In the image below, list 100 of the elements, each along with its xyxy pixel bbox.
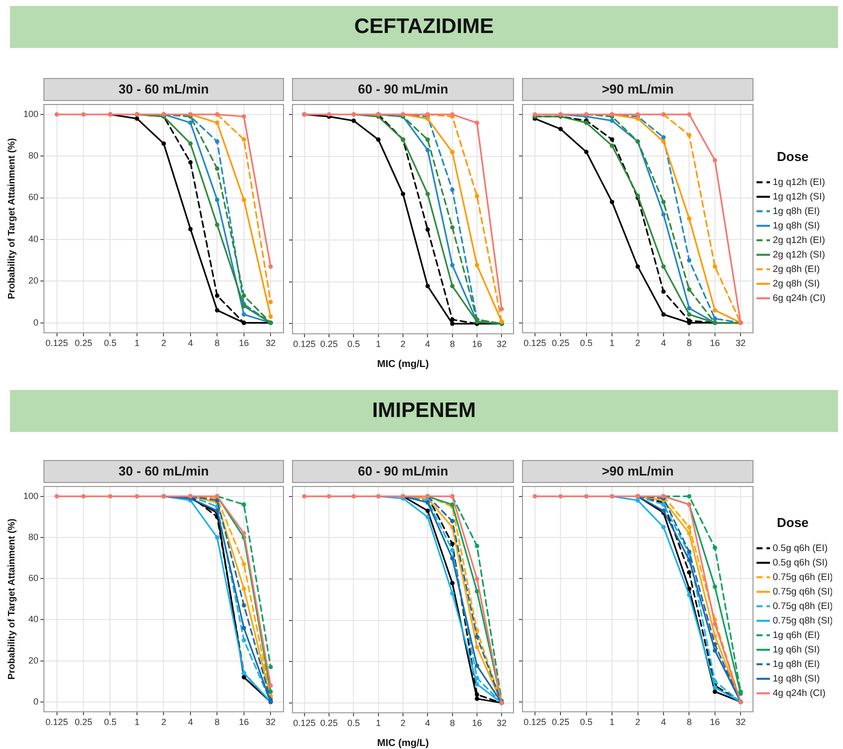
- legend-title: Dose: [776, 515, 809, 530]
- chart-title: 60 - 90 mL/min: [358, 464, 448, 479]
- text: IMIPENEM: [10, 390, 838, 432]
- chart-title: 30 - 60 mL/min: [118, 82, 209, 97]
- x-tick-label: 4: [660, 338, 666, 348]
- x-tick-label: 0.5: [580, 338, 593, 348]
- legend-label: 1g q8h (EI): [772, 206, 820, 217]
- chart-title: 60 - 90 mL/min: [358, 82, 448, 97]
- legend-label: 1g q6h (SI): [772, 644, 820, 656]
- x-tick-label: 1: [134, 338, 140, 348]
- legend-label: 2g q8h (SI): [772, 278, 820, 290]
- x-tick-label: 0.125: [293, 339, 316, 350]
- legend-label: 6g q24h (CI): [772, 292, 826, 304]
- y-tick-label: 100: [23, 490, 38, 501]
- legend-label: 0.75g q6h (SI): [772, 586, 833, 598]
- x-tick-label: 0.5: [104, 717, 117, 728]
- x-tick-label: 1: [610, 338, 615, 348]
- x-tick-label: 16: [710, 717, 720, 728]
- legend-label: 0.75g q8h (SI): [772, 615, 833, 626]
- x-tick-label: 0.125: [524, 717, 546, 728]
- x-tick-label: 8: [686, 717, 692, 728]
- x-tick-label: 8: [214, 338, 220, 348]
- x-tick-label: 32: [496, 718, 507, 728]
- x-tick-label: 16: [710, 338, 720, 348]
- x-tick-label: 2: [635, 338, 640, 348]
- chart-title: >90 mL/min: [602, 82, 674, 97]
- legend-label: 1g q8h (EI): [772, 658, 820, 670]
- y-tick-label: 80: [28, 150, 38, 161]
- legend-label: 1g q6h (EI): [772, 630, 820, 641]
- y-tick-label: 100: [23, 108, 38, 119]
- x-tick-label: 0.5: [580, 717, 593, 728]
- legend-label: 1g q8h (SI): [772, 220, 820, 232]
- x-tick-label: 32: [736, 717, 746, 728]
- x-tick-label: 32: [266, 717, 276, 728]
- x-tick-label: 16: [238, 717, 249, 728]
- x-tick-label: 16: [472, 718, 482, 728]
- x-tick-label: 8: [214, 717, 220, 728]
- x-tick-label: 8: [450, 718, 455, 728]
- legend-label: 1g q12h (SI): [772, 191, 826, 202]
- legend-label: 2g q12h (SI): [772, 249, 826, 260]
- x-tick-label: 8: [450, 339, 455, 350]
- legend-label: 2g q12h (EI): [772, 234, 826, 246]
- x-tick-label: 0.25: [74, 717, 92, 728]
- x-tick-label: 4: [188, 717, 193, 728]
- y-axis-title: Probability of Target Attainment (%): [6, 518, 18, 680]
- legend-label: 1g q8h (SI): [772, 673, 820, 684]
- y-axis-title: Probability of Target Attainment (%): [6, 138, 18, 300]
- legend-label: 0.5g q6h (SI): [772, 557, 828, 568]
- x-tick-label: 0.125: [46, 338, 68, 348]
- x-tick-label: 0.25: [320, 339, 338, 350]
- x-tick-label: 2: [400, 339, 406, 350]
- x-tick-label: 8: [686, 338, 692, 348]
- x-axis-title: MIC (mg/L): [377, 358, 429, 370]
- x-tick-label: 2: [161, 717, 166, 728]
- x-tick-label: 2: [635, 717, 640, 728]
- x-tick-label: 16: [238, 338, 249, 348]
- x-tick-label: 0.125: [46, 717, 68, 728]
- legend-label: 1g q12h (EI): [772, 176, 826, 188]
- x-tick-label: 16: [472, 339, 482, 350]
- x-tick-label: 0.25: [74, 338, 92, 348]
- x-tick-label: 32: [496, 339, 507, 350]
- y-tick-label: 0: [33, 696, 38, 706]
- y-tick-label: 20: [28, 655, 38, 666]
- x-tick-label: 1: [134, 717, 140, 728]
- x-tick-label: 32: [736, 338, 746, 348]
- legend-label: 0.5g q6h (EI): [772, 542, 828, 554]
- x-tick-label: 0.25: [552, 338, 570, 348]
- x-tick-label: 0.125: [524, 338, 546, 348]
- legend-label: 0.75g q6h (EI): [772, 572, 833, 583]
- y-tick-label: 60: [28, 573, 38, 584]
- y-tick-label: 40: [28, 614, 38, 624]
- x-tick-label: 1: [610, 717, 615, 728]
- y-tick-label: 20: [28, 276, 38, 286]
- x-tick-label: 1: [376, 339, 381, 350]
- x-tick-label: 4: [425, 339, 430, 350]
- x-tick-label: 0.25: [552, 717, 570, 728]
- x-tick-label: 0.125: [293, 718, 316, 728]
- legend-title: Dose: [776, 149, 809, 164]
- legend-label: 0.75g q8h (EI): [772, 600, 833, 612]
- x-tick-label: 0.5: [104, 338, 117, 348]
- x-tick-label: 0.25: [320, 718, 338, 728]
- text: CEFTAZIDIME: [10, 6, 838, 48]
- x-tick-label: 0.5: [347, 718, 360, 728]
- x-tick-label: 2: [161, 338, 166, 348]
- y-tick-label: 60: [28, 192, 38, 202]
- chart-title: >90 mL/min: [602, 464, 674, 479]
- x-tick-label: 4: [425, 718, 430, 728]
- legend-label: 2g q8h (EI): [772, 264, 820, 275]
- legend-label: 4g q24h (CI): [772, 688, 826, 699]
- x-tick-label: 4: [188, 338, 193, 348]
- x-tick-label: 0.5: [347, 339, 360, 350]
- chart-title: 30 - 60 mL/min: [118, 464, 209, 479]
- y-tick-label: 0: [33, 317, 38, 328]
- x-tick-label: 4: [660, 717, 666, 728]
- x-axis-title: MIC (mg/L): [377, 738, 429, 749]
- y-tick-label: 40: [28, 234, 38, 244]
- x-tick-label: 2: [400, 718, 406, 728]
- x-tick-label: 32: [266, 338, 276, 348]
- y-tick-label: 80: [28, 532, 38, 542]
- x-tick-label: 1: [376, 718, 381, 728]
